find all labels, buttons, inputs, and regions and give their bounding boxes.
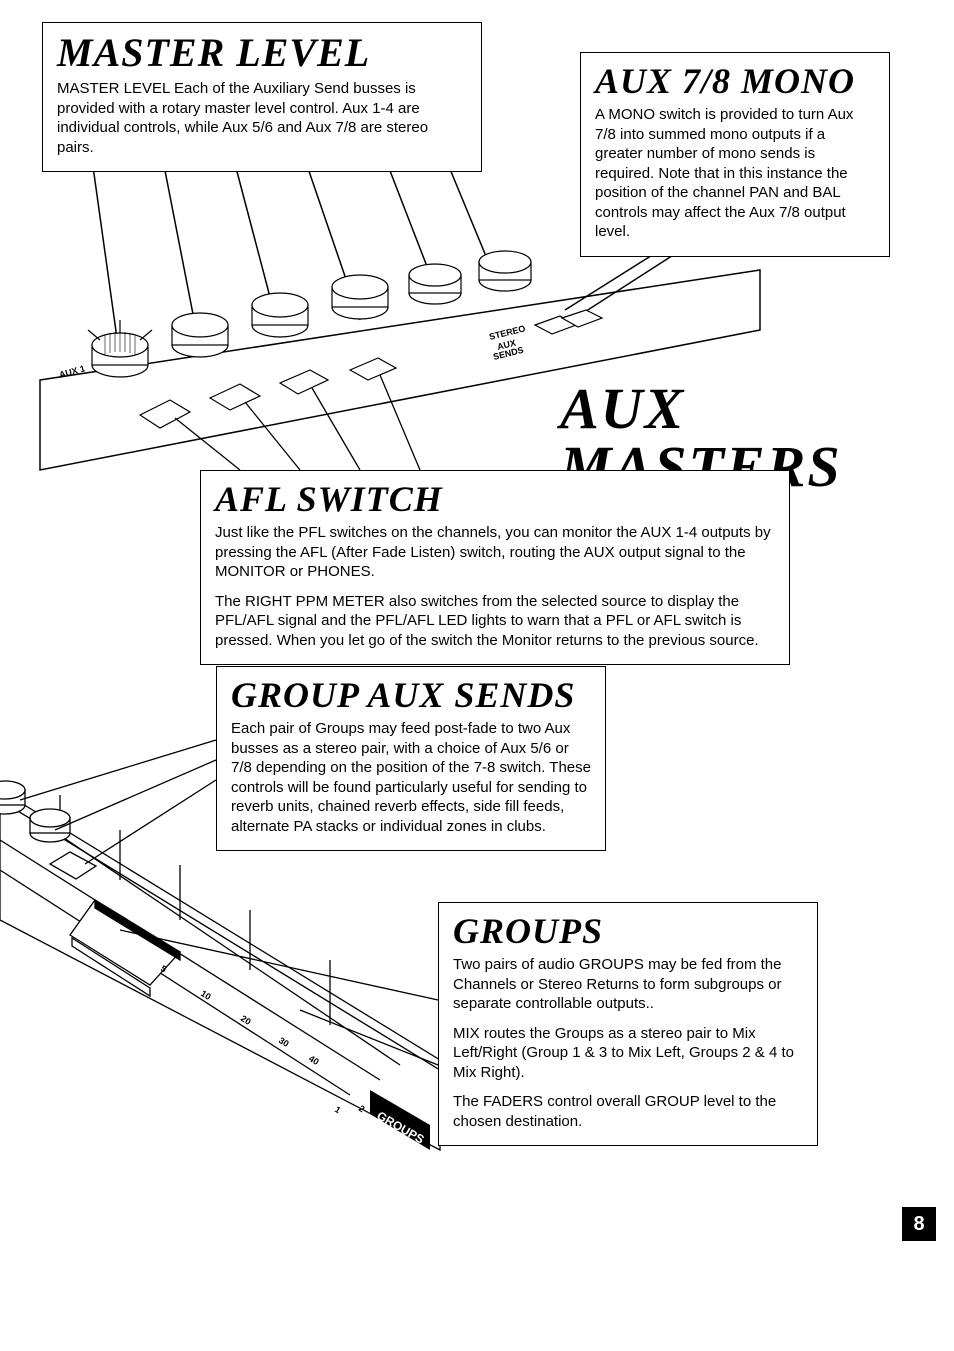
callout-master-level: MASTER LEVEL MASTER LEVEL Each of the Au…	[42, 22, 482, 172]
label-aux1: AUX 1	[58, 363, 86, 380]
aux78mono-title: AUX 7/8 MONO	[595, 63, 875, 99]
label-sends: SENDS	[492, 345, 525, 362]
groups-title: GROUPS	[453, 913, 803, 949]
afl-switch-body2: The RIGHT PPM METER also switches from t…	[215, 592, 775, 651]
aux78mono-body: A MONO switch is provided to turn Aux 7/…	[595, 105, 875, 242]
svg-text:40: 40	[307, 1053, 321, 1067]
svg-text:20: 20	[239, 1013, 253, 1027]
master-level-body: MASTER LEVEL Each of the Auxiliary Send …	[57, 79, 467, 157]
page-number: 8	[902, 1207, 936, 1241]
groups-body1: Two pairs of audio GROUPS may be fed fro…	[453, 955, 803, 1014]
label-groups: GROUPS	[375, 1108, 427, 1146]
afl-switch-body1: Just like the PFL switches on the channe…	[215, 523, 775, 582]
label-aux: AUX	[496, 338, 517, 352]
label-n2: 2	[357, 1103, 367, 1114]
groups-body3: The FADERS control overall GROUP level t…	[453, 1092, 803, 1131]
callout-groups: GROUPS Two pairs of audio GROUPS may be …	[438, 902, 818, 1146]
callout-afl-switch: AFL SWITCH Just like the PFL switches on…	[200, 470, 790, 665]
svg-text:10: 10	[199, 988, 213, 1002]
label-stereo: STEREO	[488, 323, 526, 342]
callout-aux78mono: AUX 7/8 MONO A MONO switch is provided t…	[580, 52, 890, 257]
callout-group-aux-sends: GROUP AUX SENDS Each pair of Groups may …	[216, 666, 606, 851]
afl-switch-title: AFL SWITCH	[215, 481, 775, 517]
label-n1: 1	[333, 1104, 343, 1115]
svg-text:5: 5	[159, 963, 169, 974]
master-level-title: MASTER LEVEL	[57, 33, 467, 73]
group-aux-sends-body: Each pair of Groups may feed post-fade t…	[231, 719, 591, 836]
group-aux-sends-title: GROUP AUX SENDS	[231, 677, 591, 713]
groups-body2: MIX routes the Groups as a stereo pair t…	[453, 1024, 803, 1083]
svg-text:30: 30	[277, 1035, 291, 1049]
